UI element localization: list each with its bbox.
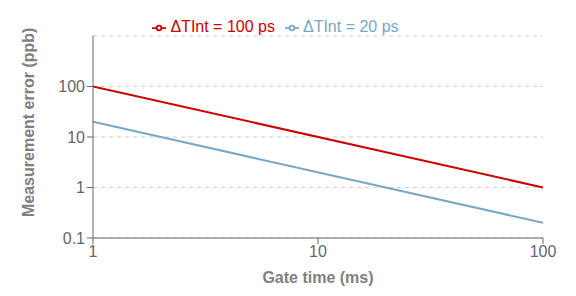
html-text:ΔTInt = 20 ps: ΔTInt = 20 ps: [303, 18, 399, 35]
svg-text:Gate time (ms): Gate time (ms): [262, 269, 373, 286]
svg-text:Measurement error (ppb): Measurement error (ppb): [20, 28, 37, 217]
svg-text:100: 100: [58, 78, 85, 95]
svg-text:100: 100: [530, 243, 557, 260]
svg-text:0.1: 0.1: [63, 230, 85, 247]
svg-text:1: 1: [76, 179, 85, 196]
html-text:ΔTInt = 100 ps: ΔTInt = 100 ps: [170, 18, 275, 35]
svg-text:10: 10: [309, 243, 327, 260]
svg-text:10: 10: [67, 129, 85, 146]
svg-text:1: 1: [89, 243, 98, 260]
